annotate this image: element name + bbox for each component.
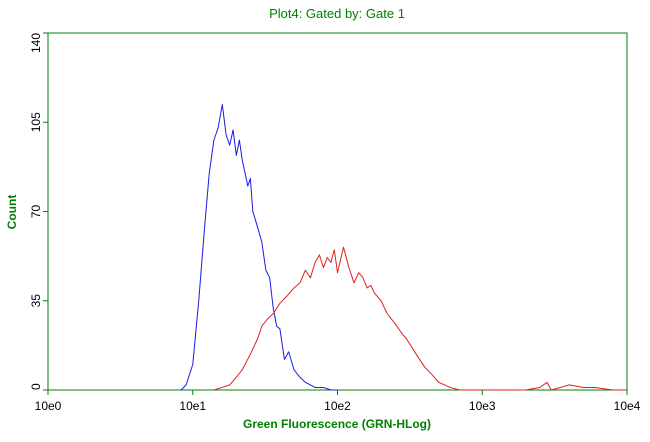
series-line-2 bbox=[213, 246, 627, 391]
series-layer bbox=[180, 103, 627, 391]
x-tick-label: 10e0 bbox=[35, 399, 62, 413]
x-axis-ticks: 10e0 10e1 10e2 10e3 10e4 bbox=[35, 390, 641, 413]
y-tick-label: 35 bbox=[29, 294, 43, 308]
x-axis-title: Green Fluorescence (GRN-HLog) bbox=[243, 417, 431, 431]
x-tick-label: 10e2 bbox=[324, 399, 351, 413]
y-tick-label: 105 bbox=[29, 112, 43, 132]
plot-frame bbox=[47, 32, 628, 391]
series-line-1 bbox=[180, 103, 338, 391]
y-tick-label: 0 bbox=[29, 383, 43, 390]
y-axis-ticks: 0 35 70 105 140 bbox=[29, 32, 48, 391]
y-tick-label: 70 bbox=[29, 205, 43, 219]
x-tick-label: 10e3 bbox=[469, 399, 496, 413]
x-tick-label: 10e4 bbox=[614, 399, 641, 413]
y-axis-title: Count bbox=[5, 195, 19, 230]
chart-title: Plot4: Gated by: Gate 1 bbox=[269, 6, 405, 21]
y-tick-label: 140 bbox=[29, 33, 43, 53]
x-tick-label: 10e1 bbox=[179, 399, 206, 413]
